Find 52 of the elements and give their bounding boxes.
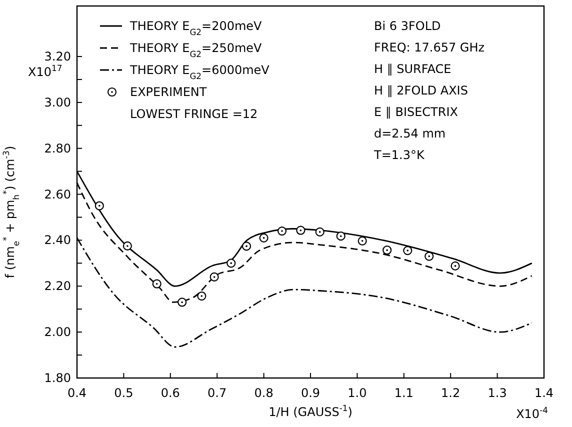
y-tick-label: 3.20: [44, 50, 71, 64]
x-tick-label: 0.5: [114, 386, 134, 400]
y-tick-label: 2.80: [44, 141, 71, 156]
point: [178, 298, 187, 307]
y-tick-label: 2.60: [44, 187, 71, 202]
annotation: Bi 6 3FOLD: [374, 19, 441, 33]
point: [226, 258, 236, 268]
annotation: d=2.54 mm: [374, 126, 446, 140]
legend-label: THEORY E$_{G2}$=6000meV: [129, 63, 270, 81]
point: [336, 232, 346, 241]
annotation: FREQ: 17.657 GHz: [374, 40, 485, 54]
x-tick-label: 1.4: [534, 386, 554, 400]
x-tick-label: 1.0: [348, 386, 367, 400]
annotation: H ∥ SURFACE: [374, 62, 452, 76]
point: [259, 233, 268, 242]
y-tick-label: 2.40: [44, 233, 71, 248]
point: [122, 241, 132, 251]
x-tick-label: 1.2: [441, 386, 460, 400]
legend-label: THEORY E$_{G2}$=200meV: [129, 19, 263, 37]
text: X10$^{-4}$: [516, 405, 548, 421]
point: [197, 291, 206, 301]
y-tick-label: 2.20: [44, 279, 71, 294]
x-tick-label: 1.1: [394, 386, 414, 400]
point: [242, 242, 252, 251]
x-tick-label: 0.4: [67, 386, 87, 400]
point: [210, 272, 219, 282]
point: [152, 279, 162, 288]
y-tick-label: 1.80: [44, 371, 71, 385]
annotation: LOWEST FRINGE =12: [130, 107, 258, 121]
legend-label: THEORY E$_{G2}$=250meV: [129, 41, 263, 59]
point: [94, 201, 104, 210]
annotation: E ∥ BISECTRIX: [374, 105, 458, 119]
y-tick-label: 3.00: [44, 95, 71, 110]
point: [382, 246, 392, 255]
point: [424, 252, 434, 261]
y-tick-label: 2.00: [44, 325, 71, 340]
point: [403, 246, 412, 256]
text: X10$^{17}$: [28, 63, 62, 79]
x-tick-label: 0.6: [160, 386, 180, 400]
x-tick-label: 0.8: [254, 386, 274, 400]
x-tick-label: 1.3: [488, 386, 507, 400]
x-tick-label: 0.7: [208, 386, 227, 400]
x-axis-title: 1/H (GAUSS$^{-1}$): [268, 403, 352, 419]
x-tick-label: 0.9: [300, 386, 320, 400]
point: [315, 227, 324, 237]
point: [450, 261, 460, 270]
point: [277, 226, 287, 236]
point: [296, 226, 306, 235]
annotation: T=1.3°K: [373, 148, 426, 162]
annotation: H ∥ 2FOLD AXIS: [374, 84, 468, 98]
legend-label: EXPERIMENT: [130, 85, 208, 99]
point: [358, 236, 367, 246]
